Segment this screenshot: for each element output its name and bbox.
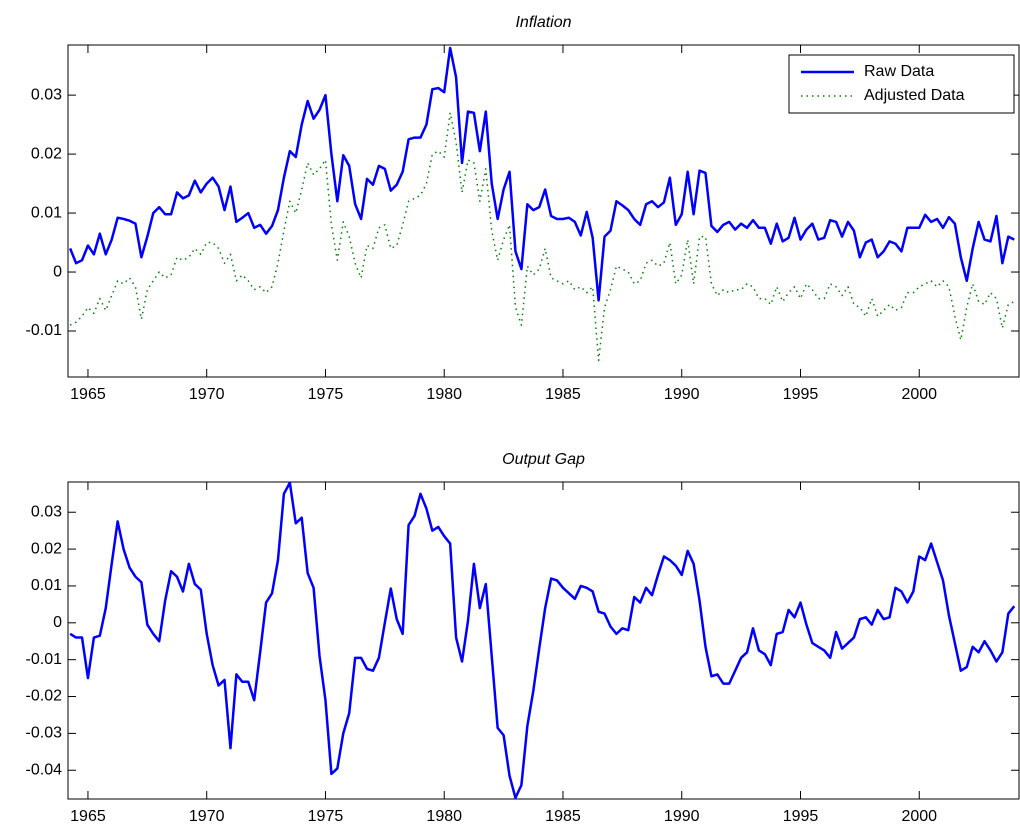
chart-title: Output Gap — [502, 451, 585, 468]
x-tick-label: 1995 — [783, 386, 819, 403]
x-tick-label: 1990 — [664, 808, 700, 825]
x-tick-label: 1970 — [189, 386, 225, 403]
y-tick-label: -0.02 — [26, 688, 63, 705]
data-line — [69, 112, 1015, 362]
legend-box — [788, 54, 1015, 114]
x-tick-label: 2000 — [901, 808, 937, 825]
data-line — [68, 46, 1015, 302]
y-tick-label: 0.01 — [31, 204, 62, 221]
y-tick-label: 0.03 — [31, 503, 62, 520]
x-tick-label: 1980 — [426, 808, 462, 825]
x-tick-label: 1985 — [545, 386, 581, 403]
y-tick-label: 0 — [53, 614, 62, 631]
y-tick-label: 0 — [53, 263, 62, 280]
legend-label: Raw Data — [864, 63, 934, 80]
x-tick-label: 1970 — [189, 808, 225, 825]
y-tick-label: 0.02 — [31, 145, 62, 162]
y-tick-label: -0.04 — [26, 761, 63, 778]
chart-title: Inflation — [515, 14, 571, 31]
x-tick-label: 1965 — [70, 386, 106, 403]
y-tick-label: -0.01 — [26, 322, 63, 339]
y-tick-label: 0.02 — [31, 540, 62, 557]
data-line — [69, 482, 1016, 799]
y-tick-label: -0.01 — [26, 651, 63, 668]
axes-box — [67, 481, 1020, 800]
x-tick-label: 1965 — [70, 808, 106, 825]
x-tick-label: 1985 — [545, 808, 581, 825]
x-tick-label: 1990 — [664, 386, 700, 403]
y-tick-label: 0.01 — [31, 577, 62, 594]
x-tick-label: 1975 — [308, 386, 344, 403]
x-tick-label: 1995 — [783, 808, 819, 825]
axes-box — [67, 44, 1020, 378]
x-tick-label: 1980 — [426, 386, 462, 403]
y-tick-label: -0.03 — [26, 725, 63, 742]
x-tick-label: 1975 — [308, 808, 344, 825]
y-tick-label: 0.03 — [31, 86, 62, 103]
x-tick-label: 2000 — [901, 386, 937, 403]
legend-label: Adjusted Data — [864, 87, 965, 104]
